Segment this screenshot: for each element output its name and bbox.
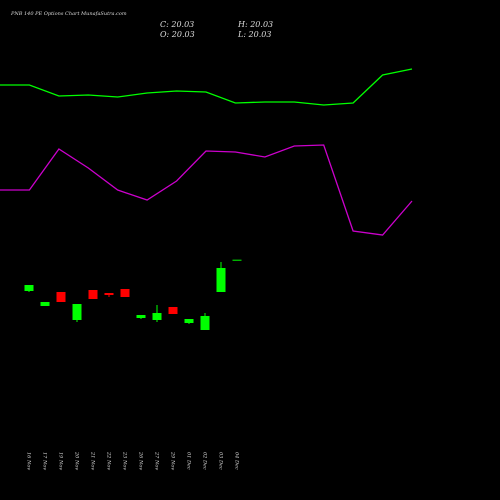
candle-body	[120, 289, 130, 297]
candle-body	[168, 307, 178, 314]
x-tick-label: 02 Dec	[202, 452, 208, 470]
chart-title: PNB 140 PE Options Chart MunafaSutra.com	[10, 11, 127, 17]
close-label: C: 20.03	[160, 20, 194, 29]
candle-body	[152, 313, 162, 320]
x-tick-label: 20 Nov	[74, 451, 80, 470]
candle-body	[104, 293, 114, 295]
x-tick-label: 29 Nov	[170, 451, 176, 470]
low-label: L: 20.03	[237, 30, 271, 39]
x-tick-label: 26 Nov	[138, 451, 144, 470]
indicator-line	[0, 144, 413, 236]
candle-body	[56, 292, 66, 302]
x-tick-label: 16 Nov	[26, 452, 32, 470]
x-tick-label: 23 Nov	[122, 451, 128, 470]
x-tick-label: 19 Nov	[58, 452, 64, 470]
candle-body	[24, 285, 34, 291]
candle-body	[232, 259, 242, 261]
candle-body	[40, 302, 50, 306]
high-label: H: 20.03	[237, 20, 273, 29]
candle-body	[136, 315, 146, 318]
x-tick-label: 17 Nov	[42, 452, 48, 470]
x-tick-label: 22 Nov	[106, 451, 112, 470]
open-label: O: 20.03	[160, 30, 195, 39]
x-tick-label: 04 Dec	[234, 452, 240, 470]
candle-body	[200, 316, 210, 330]
candle-body	[216, 268, 226, 292]
indicator-line	[0, 68, 413, 106]
x-tick-label: 21 Nov	[90, 451, 96, 470]
x-tick-label: 01 Dec	[186, 452, 192, 470]
candle-body	[72, 304, 82, 320]
x-tick-label: 27 Nov	[154, 451, 160, 470]
candle-body	[184, 319, 194, 323]
candle-body	[88, 290, 98, 299]
x-tick-label: 03 Dec	[218, 452, 224, 470]
